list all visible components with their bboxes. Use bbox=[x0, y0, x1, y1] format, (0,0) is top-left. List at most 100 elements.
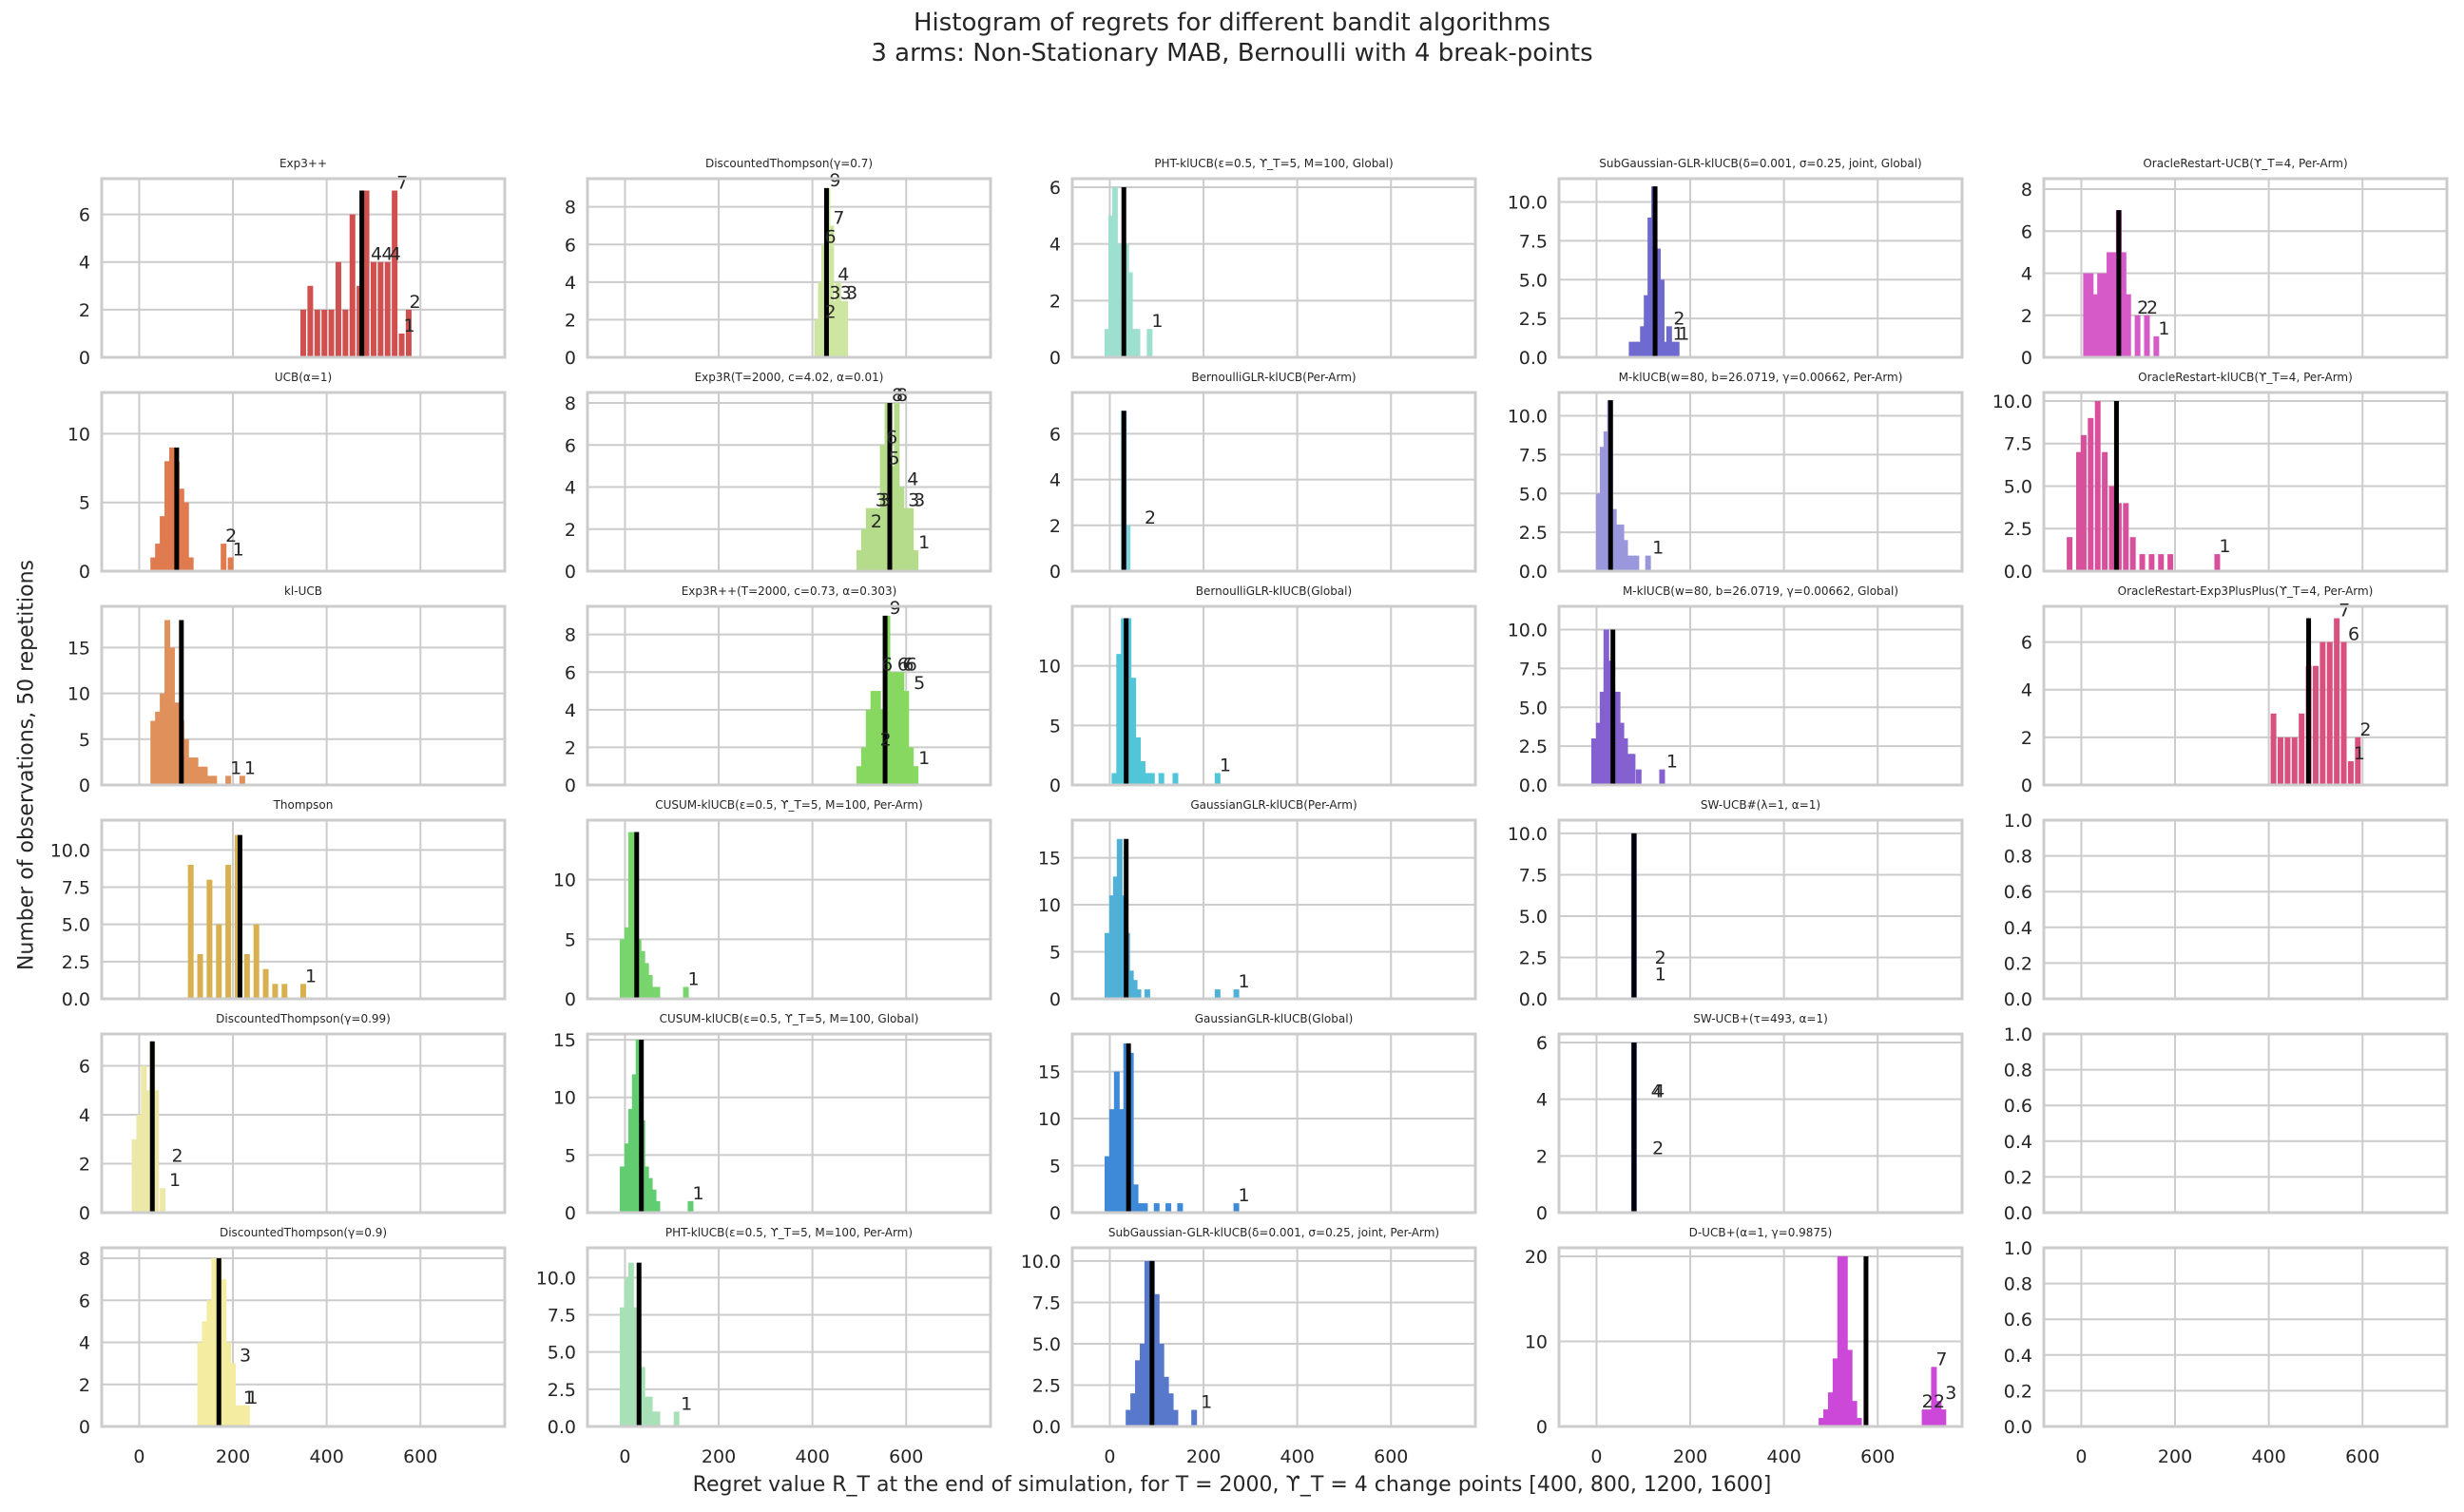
histogram-bar bbox=[624, 1277, 630, 1426]
subplot-title: BernoulliGLR-klUCB(Per-Arm) bbox=[1191, 371, 1356, 384]
histogram-bar bbox=[1659, 769, 1665, 785]
histogram-bar bbox=[856, 549, 862, 571]
subplot-title: M-klUCB(w=80, b=26.0719, γ=0.00662, Per-… bbox=[1619, 371, 1903, 384]
histogram-bar bbox=[239, 1405, 245, 1426]
bar-count-label: 1 bbox=[2354, 743, 2365, 764]
histogram-bar bbox=[1633, 555, 1640, 571]
y-tick-label: 2 bbox=[2021, 728, 2032, 749]
histogram-bar bbox=[828, 225, 835, 357]
histogram-bar bbox=[234, 1405, 241, 1426]
axes-frame bbox=[586, 604, 992, 787]
histogram-bar bbox=[243, 954, 250, 999]
histogram-bar bbox=[1599, 691, 1606, 785]
histogram-bar bbox=[2083, 273, 2089, 357]
histogram-bar bbox=[1626, 754, 1632, 785]
bar-count-label: 1 bbox=[233, 540, 244, 561]
y-tick-label: 4 bbox=[1049, 235, 1061, 256]
axes-frame bbox=[100, 177, 507, 359]
histogram-bar bbox=[1595, 722, 1602, 785]
bar-count-label: 1 bbox=[2219, 536, 2230, 557]
bar-count-label: 4 bbox=[371, 244, 382, 265]
subplot-title: DiscountedThompson(γ=0.7) bbox=[705, 157, 873, 170]
histogram-bar bbox=[631, 1307, 638, 1426]
histogram-bar bbox=[2334, 618, 2340, 785]
y-tick-label: 5 bbox=[79, 493, 90, 514]
histogram-bar bbox=[239, 775, 245, 785]
y-tick-label: 7.5 bbox=[1519, 445, 1548, 466]
y-tick-label: 0 bbox=[565, 1203, 576, 1224]
histogram-bar bbox=[650, 986, 657, 999]
histogram-bar bbox=[225, 1342, 232, 1426]
histogram-bar bbox=[2092, 294, 2099, 357]
histogram-bar bbox=[272, 984, 279, 999]
x-tick-label: 200 bbox=[1186, 1446, 1221, 1467]
y-tick-label: 10 bbox=[67, 424, 90, 445]
y-tick-label: 2.5 bbox=[1032, 1375, 1061, 1396]
y-tick-label: 0 bbox=[79, 562, 90, 583]
y-tick-label: 8 bbox=[565, 625, 576, 646]
bar-count-label: 2 bbox=[225, 526, 237, 546]
bar-count-label: 1 bbox=[230, 757, 241, 778]
subplot-title: Exp3R(T=2000, c=4.02, α=0.01) bbox=[695, 371, 884, 384]
histogram-bar bbox=[2270, 713, 2277, 785]
bar-count-label: 1 bbox=[1239, 1185, 1250, 1206]
histogram-bar bbox=[1139, 1343, 1145, 1426]
histogram-bar bbox=[646, 974, 653, 999]
subplot-title: SubGaussian-GLR-klUCB(δ=0.001, σ=0.25, j… bbox=[1599, 157, 1922, 170]
histogram-bar bbox=[898, 487, 905, 571]
histogram-bar bbox=[643, 1396, 649, 1426]
bar-count-label: 1 bbox=[918, 748, 930, 769]
histogram-bar bbox=[1144, 989, 1150, 999]
bar-count-label: 5 bbox=[889, 448, 900, 469]
histogram-bar bbox=[1120, 895, 1126, 999]
histogram-bar bbox=[1165, 1203, 1172, 1213]
y-tick-label: 6 bbox=[565, 662, 576, 683]
histogram-bar bbox=[619, 1307, 626, 1426]
histogram-bar bbox=[1135, 1360, 1142, 1426]
bar-count-label: 6 bbox=[824, 226, 836, 247]
histogram-bar bbox=[1640, 326, 1646, 357]
axes-frame bbox=[2042, 604, 2449, 787]
y-tick-label: 2.5 bbox=[62, 952, 90, 973]
bar-count-label: 2 bbox=[171, 1145, 183, 1166]
x-tick-label: 200 bbox=[1673, 1446, 1707, 1467]
histogram-bar bbox=[903, 507, 910, 571]
histogram-bar bbox=[155, 544, 162, 571]
bar-count-label: 6 bbox=[897, 654, 909, 675]
y-tick-label: 1.0 bbox=[2004, 1238, 2032, 1259]
histogram-bar bbox=[2312, 665, 2319, 785]
histogram-bar bbox=[197, 1342, 203, 1426]
y-tick-label: 0.8 bbox=[2004, 1274, 2032, 1295]
histogram-bar bbox=[635, 1040, 642, 1213]
histogram-bar bbox=[913, 549, 919, 571]
histogram-bar bbox=[1125, 525, 1131, 571]
bar-count-label: 4 bbox=[390, 244, 401, 265]
y-tick-label: 2.5 bbox=[1519, 523, 1548, 544]
histogram-bar bbox=[300, 984, 306, 999]
histogram-bar bbox=[1618, 524, 1625, 571]
bar-count-label: 1 bbox=[1151, 311, 1163, 332]
y-tick-label: 0 bbox=[565, 562, 576, 583]
bar-count-label: 1 bbox=[692, 1183, 703, 1204]
bar-count-label: 1 bbox=[1666, 752, 1678, 773]
y-tick-label: 0.8 bbox=[2004, 847, 2032, 868]
histogram-bar bbox=[281, 984, 288, 999]
y-tick-label: 0.8 bbox=[2004, 1061, 2032, 1081]
y-tick-label: 5.0 bbox=[1519, 907, 1548, 928]
bar-count-label: 2 bbox=[824, 301, 836, 322]
x-tick-label: 400 bbox=[310, 1446, 344, 1467]
y-tick-label: 15 bbox=[67, 638, 90, 659]
y-tick-label: 2 bbox=[1049, 291, 1061, 312]
histogram-bar bbox=[2139, 554, 2146, 571]
histogram-bar bbox=[1153, 1293, 1160, 1426]
histogram-bar bbox=[253, 924, 260, 999]
bar-count-label: 4 bbox=[1651, 1081, 1663, 1102]
histogram-bar bbox=[2123, 503, 2129, 571]
histogram-bar bbox=[2326, 641, 2333, 785]
histogram-bar bbox=[398, 333, 405, 357]
histogram-bar bbox=[202, 766, 208, 785]
axes-frame bbox=[100, 1246, 507, 1428]
y-tick-label: 10 bbox=[1038, 1109, 1061, 1130]
histogram-bar bbox=[898, 672, 905, 785]
histogram-bar bbox=[889, 672, 895, 785]
